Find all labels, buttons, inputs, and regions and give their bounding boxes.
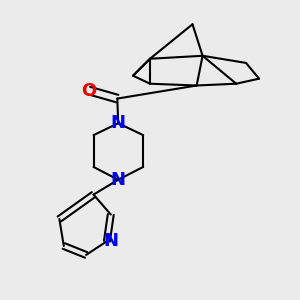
Text: N: N: [111, 114, 126, 132]
Text: O: O: [81, 82, 97, 100]
Text: N: N: [104, 232, 119, 250]
Text: N: N: [111, 171, 126, 189]
